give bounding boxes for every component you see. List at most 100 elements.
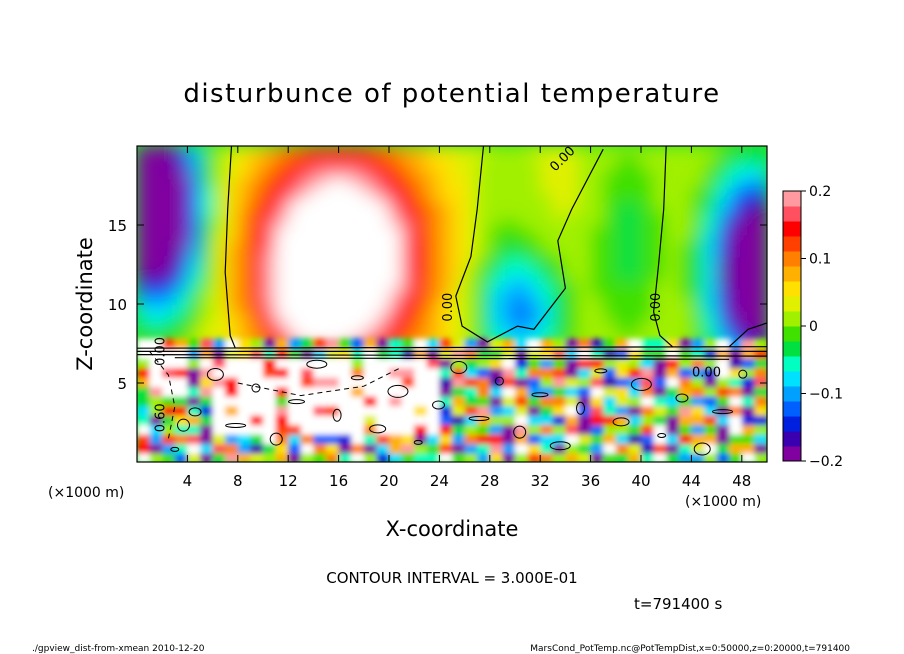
- field-cell: [641, 217, 655, 226]
- colorbar-tick-label-0: 0.2: [809, 184, 831, 200]
- field-cell: [754, 153, 767, 163]
- field-cell: [489, 311, 504, 321]
- field-cell: [149, 272, 164, 282]
- colorbar-swatch-3: [783, 401, 801, 417]
- field-cell: [578, 367, 592, 378]
- field-cell: [376, 288, 390, 298]
- field-cell: [603, 153, 617, 163]
- field-cell: [540, 452, 554, 462]
- field-cell: [363, 240, 378, 250]
- field-cell: [200, 296, 214, 305]
- field-cell: [300, 304, 315, 313]
- field-cell: [477, 146, 491, 155]
- field-cell: [250, 177, 264, 187]
- field-cell: [137, 240, 151, 250]
- field-cell: [389, 452, 403, 462]
- field-cell: [653, 376, 668, 388]
- field-cell: [578, 161, 592, 171]
- field-cell: [603, 348, 617, 359]
- field-cell: [502, 209, 516, 219]
- field-cell: [754, 146, 767, 155]
- field-cell: [212, 405, 227, 416]
- field-cell: [376, 240, 390, 250]
- field-cell: [263, 288, 277, 298]
- field-cell: [590, 256, 605, 266]
- field-cell: [641, 193, 655, 203]
- field-cell: [389, 296, 403, 305]
- field-cell: [237, 433, 252, 445]
- field-cell: [389, 201, 403, 211]
- field-cell: [565, 177, 579, 187]
- field-cell: [754, 217, 767, 226]
- field-cell: [250, 414, 264, 426]
- field-cell: [439, 193, 453, 203]
- field-cell: [754, 367, 767, 378]
- field-cell: [729, 169, 743, 179]
- field-cell: [691, 217, 705, 226]
- field-cell: [691, 395, 705, 407]
- field-cell: [754, 327, 767, 337]
- field-cell: [603, 288, 617, 298]
- field-cell: [149, 296, 164, 305]
- field-cell: [741, 232, 756, 242]
- field-cell: [187, 452, 201, 462]
- field-cell: [527, 357, 542, 369]
- field-cell: [250, 296, 264, 305]
- field-cell: [200, 405, 214, 416]
- field-cell: [187, 272, 201, 282]
- field-cell: [515, 405, 529, 416]
- field-cell: [376, 348, 390, 359]
- field-cell: [477, 272, 491, 282]
- field-cell: [477, 161, 491, 171]
- field-cell: [250, 288, 264, 298]
- field-cell: [741, 193, 756, 203]
- field-cell: [678, 146, 693, 155]
- field-cell: [351, 217, 365, 226]
- field-cell: [489, 217, 504, 226]
- field-cell: [237, 405, 252, 416]
- field-cell: [540, 348, 554, 359]
- field-cell: [187, 367, 201, 378]
- field-cell: [162, 248, 176, 258]
- field-cell: [212, 386, 227, 397]
- field-cell: [729, 256, 743, 266]
- field-cell: [401, 185, 416, 195]
- field-cell: [439, 367, 453, 378]
- field-cell: [439, 348, 453, 359]
- field-cell: [741, 240, 756, 250]
- field-cell: [187, 240, 201, 250]
- field-cell: [666, 433, 680, 445]
- field-cell: [502, 443, 516, 454]
- field-cell: [200, 311, 214, 321]
- field-cell: [540, 225, 554, 234]
- field-cell: [452, 248, 466, 258]
- field-cell: [628, 367, 642, 378]
- field-cell: [578, 395, 592, 407]
- field-cell: [250, 232, 264, 242]
- field-cell: [237, 193, 252, 203]
- field-cell: [275, 319, 290, 329]
- field-cell: [527, 201, 542, 211]
- field-cell: [552, 280, 567, 290]
- field-cell: [212, 153, 227, 163]
- field-cell: [540, 169, 554, 179]
- field-cell: [502, 201, 516, 211]
- field-cell: [137, 153, 151, 163]
- field-cell: [225, 376, 239, 388]
- contour-label-5: 0.60: [154, 403, 169, 432]
- field-cell: [716, 376, 731, 388]
- field-cell: [628, 177, 642, 187]
- field-cell: [666, 232, 680, 242]
- x-tick-label-1: 8: [233, 472, 243, 490]
- field-cell: [300, 240, 315, 250]
- contour-loop-14: [450, 361, 468, 375]
- x-tick-label-3: 16: [329, 472, 348, 490]
- field-cell: [439, 225, 453, 234]
- field-cell: [578, 177, 592, 187]
- field-cell: [263, 256, 277, 266]
- field-cell: [439, 177, 453, 187]
- field-cell: [313, 357, 327, 369]
- field-cell: [565, 327, 579, 337]
- field-cell: [212, 248, 227, 258]
- field-cell: [704, 348, 718, 359]
